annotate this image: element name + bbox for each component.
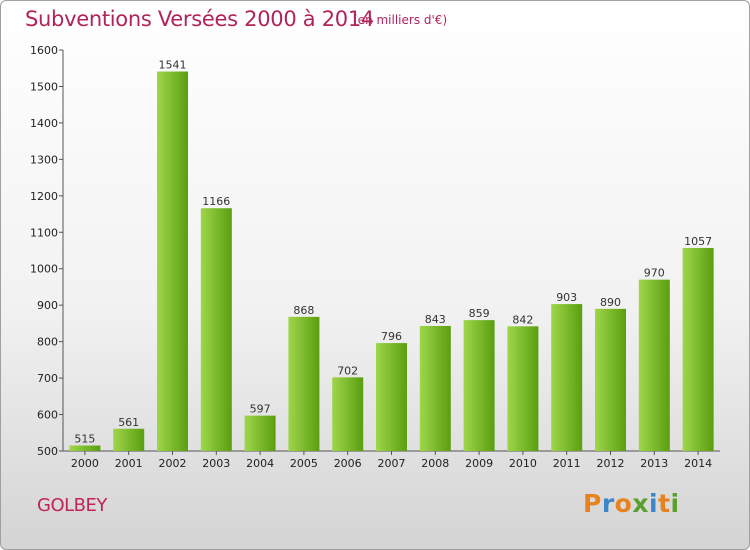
y-tick-label: 900	[37, 299, 58, 312]
bar-2001	[113, 428, 145, 451]
x-tick-label-2004: 2004	[246, 457, 274, 470]
y-tick-label: 1000	[30, 263, 58, 276]
bar-2003	[200, 208, 232, 451]
logo-letter: P	[583, 489, 602, 518]
x-tick-label-2012: 2012	[597, 457, 625, 470]
y-tick-label: 500	[37, 445, 58, 458]
bar-2012	[595, 308, 626, 451]
data-label-2004: 597	[250, 403, 271, 416]
data-label-2006: 702	[337, 364, 358, 377]
bar-2004	[244, 415, 276, 451]
y-tick-label: 800	[37, 336, 58, 349]
bar-2013	[638, 279, 670, 451]
data-label-2013: 970	[644, 267, 665, 280]
data-label-2011: 903	[556, 291, 577, 304]
logo-letter: r	[601, 489, 615, 518]
x-tick-label-2009: 2009	[465, 457, 493, 470]
chart-title: Subventions Versées 2000 à 2014	[25, 7, 374, 31]
bar-2002	[157, 71, 188, 451]
data-label-2009: 859	[469, 307, 490, 320]
data-label-2005: 868	[293, 304, 314, 317]
data-label-2003: 1166	[202, 195, 230, 208]
bar-2010	[507, 326, 539, 451]
bar-2007	[376, 343, 407, 451]
data-label-2000: 515	[74, 433, 95, 446]
data-label-2012: 890	[600, 296, 621, 309]
x-tick-label-2001: 2001	[115, 457, 143, 470]
bar-2008	[419, 325, 451, 451]
data-label-2001: 561	[118, 416, 139, 429]
y-tick-label: 1100	[30, 226, 58, 239]
x-tick-label-2006: 2006	[334, 457, 362, 470]
bar-2005	[288, 316, 320, 451]
y-tick-label: 1300	[30, 153, 58, 166]
commune-name: GOLBEY	[37, 495, 107, 516]
logo-letter: i	[670, 489, 680, 518]
bar-2009	[463, 320, 495, 451]
data-label-2014: 1057	[684, 235, 712, 248]
bar-2011	[551, 304, 583, 451]
y-tick-label: 1400	[30, 117, 58, 130]
data-label-2008: 843	[425, 313, 446, 326]
x-tick-label-2003: 2003	[202, 457, 230, 470]
bar-2000	[69, 445, 101, 451]
x-tick-label-2011: 2011	[553, 457, 581, 470]
logo-letter: o	[614, 489, 633, 518]
data-label-2010: 842	[512, 313, 533, 326]
x-tick-label-2005: 2005	[290, 457, 318, 470]
proxiti-logo[interactable]: Proxiti	[583, 489, 680, 518]
logo-letter: t	[658, 489, 671, 518]
x-tick-label-2013: 2013	[640, 457, 668, 470]
x-tick-label-2007: 2007	[378, 457, 406, 470]
x-tick-label-2014: 2014	[684, 457, 712, 470]
x-tick-label-2000: 2000	[71, 457, 99, 470]
y-tick-label: 600	[37, 409, 58, 422]
x-tick-label-2002: 2002	[159, 457, 187, 470]
chart-unit: (en milliers d'€)	[353, 13, 448, 27]
logo-letter: i	[649, 489, 659, 518]
data-label-2007: 796	[381, 330, 402, 343]
logo-letter: x	[632, 489, 649, 518]
bar-2014	[682, 247, 714, 451]
data-label-2002: 1541	[159, 59, 187, 72]
x-tick-label-2008: 2008	[421, 457, 449, 470]
y-tick-label: 1500	[30, 80, 58, 93]
y-tick-label: 700	[37, 372, 58, 385]
x-tick-label-2010: 2010	[509, 457, 537, 470]
y-tick-label: 1200	[30, 190, 58, 203]
y-tick-label: 1600	[30, 44, 58, 57]
bar-2006	[332, 377, 364, 451]
